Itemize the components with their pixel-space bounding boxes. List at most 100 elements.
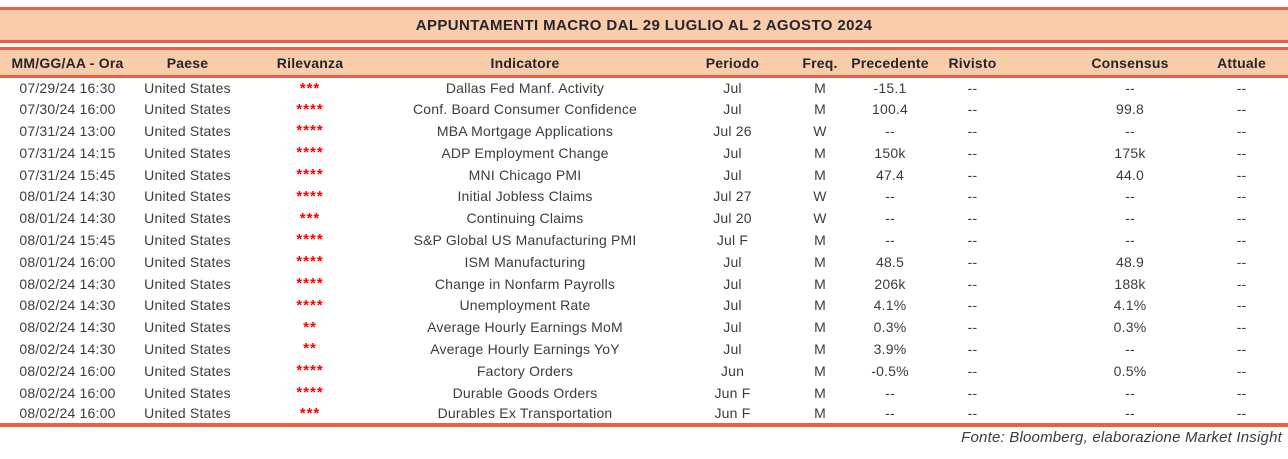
cell-period: Jul	[723, 80, 742, 97]
cell-actual: --	[1236, 362, 1247, 379]
spacer-cell	[1010, 77, 1065, 99]
cell-previous: --	[885, 384, 895, 401]
cell-actual: --	[1236, 144, 1247, 161]
cell-actual: --	[1236, 319, 1247, 336]
cell-revised: --	[967, 101, 978, 118]
table-row: 07/29/24 16:30 United States *** Dallas Fed…	[0, 77, 1288, 99]
cell-previous: 3.9%	[873, 340, 907, 357]
cell-previous: 47.4	[875, 166, 905, 183]
cell-consensus: 48.9	[1115, 253, 1145, 270]
cell-period: Jun F	[670, 403, 795, 428]
cell-freq: M	[814, 80, 826, 97]
table-row: 08/02/24 16:00 United States *** Durables E…	[0, 403, 1288, 428]
cell-date_time: 07/31/24 15:45	[19, 166, 116, 183]
cell-period: Jul	[723, 253, 742, 270]
cell-consensus: --	[1125, 231, 1135, 248]
cell-country: United States	[144, 253, 231, 270]
cell-freq: W	[813, 188, 827, 205]
cell-period: Jul	[723, 340, 742, 357]
cell-revised: --	[967, 210, 978, 227]
cell-previous: --	[845, 403, 935, 428]
column-header-relevance: Rilevanza	[240, 47, 380, 78]
cell-indicator: Conf. Board Consumer Confidence	[412, 101, 638, 118]
cell-consensus: 0.5%	[1113, 362, 1147, 379]
spacer	[0, 41, 1288, 49]
spacer-cell	[1010, 273, 1065, 295]
cell-relevance: ***	[299, 209, 321, 227]
cell-relevance: ****	[296, 144, 324, 162]
cell-relevance: ****	[296, 362, 324, 380]
table-body: 07/29/24 16:30 United States *** Dallas Fed…	[0, 77, 1288, 428]
cell-date_time: 08/02/24 16:00	[19, 362, 116, 379]
cell-date_time: 08/01/24 14:30	[19, 210, 116, 227]
cell-previous: 4.1%	[873, 297, 907, 314]
cell-consensus: 4.1%	[1113, 297, 1147, 314]
cell-actual: --	[1236, 166, 1247, 183]
cell-actual: --	[1236, 275, 1247, 292]
cell-freq: M	[814, 231, 826, 248]
cell-revised: --	[967, 231, 978, 248]
spacer-cell	[1010, 98, 1065, 120]
page-title: APPUNTAMENTI MACRO DAL 29 LUGLIO AL 2 AG…	[0, 7, 1288, 43]
cell-freq: M	[814, 275, 826, 292]
cell-revised: --	[967, 188, 978, 205]
cell-indicator: Continuing Claims	[466, 210, 584, 227]
cell-revised: --	[967, 144, 978, 161]
cell-indicator: Average Hourly Earnings YoY	[430, 340, 620, 357]
spacer-cell	[1010, 316, 1065, 338]
cell-revised: --	[967, 297, 978, 314]
cell-country: United States	[135, 403, 240, 428]
cell-relevance: ****	[296, 275, 324, 293]
cell-freq: M	[814, 384, 826, 401]
cell-consensus: --	[1125, 122, 1135, 139]
cell-actual: --	[1195, 403, 1288, 428]
cell-relevance: ****	[296, 187, 324, 205]
cell-indicator: Factory Orders	[476, 362, 574, 379]
table-row: 07/30/24 16:00 United States **** Conf. Boa…	[0, 98, 1288, 120]
column-header-previous: Precedente	[845, 47, 935, 78]
cell-period: Jul	[723, 297, 742, 314]
cell-indicator: Initial Jobless Claims	[457, 188, 593, 205]
cell-date_time: 08/02/24 16:00	[0, 403, 135, 428]
cell-indicator: Average Hourly Earnings MoM	[427, 319, 623, 336]
cell-revised: --	[967, 122, 978, 139]
table-row: 08/01/24 14:30 United States *** Continuing…	[0, 207, 1288, 229]
cell-consensus: --	[1125, 340, 1135, 357]
cell-date_time: 08/02/24 14:30	[19, 340, 116, 357]
cell-country: United States	[144, 188, 231, 205]
cell-previous: -15.1	[873, 80, 907, 97]
cell-period: Jul 26	[713, 122, 752, 139]
cell-freq: M	[814, 319, 826, 336]
cell-indicator: Change in Nonfarm Payrolls	[434, 275, 616, 292]
spacer-cell	[1010, 251, 1065, 273]
cell-actual: --	[1236, 297, 1247, 314]
cell-country: United States	[144, 231, 231, 248]
cell-revised: --	[935, 403, 1010, 428]
cell-indicator: S&P Global US Manufacturing PMI	[413, 231, 637, 248]
cell-period: Jun F	[714, 384, 751, 401]
cell-previous: -0.5%	[871, 362, 909, 379]
column-header-consensus: Consensus	[1065, 47, 1195, 78]
cell-indicator: MBA Mortgage Applications	[436, 122, 614, 139]
cell-freq: M	[814, 101, 826, 118]
cell-consensus: 0.3%	[1113, 319, 1147, 336]
column-header-revised: Rivisto	[935, 47, 1010, 78]
cell-relevance: ****	[296, 231, 324, 249]
cell-relevance: ****	[296, 384, 324, 402]
cell-date_time: 07/31/24 14:15	[19, 144, 116, 161]
column-header-date_time: MM/GG/AA - Ora	[0, 47, 135, 78]
cell-date_time: 07/31/24 13:00	[19, 122, 116, 139]
cell-country: United States	[144, 144, 231, 161]
cell-consensus: --	[1125, 210, 1135, 227]
cell-country: United States	[144, 210, 231, 227]
cell-relevance: ****	[296, 296, 324, 314]
column-header-period: Periodo	[670, 47, 795, 78]
cell-consensus: --	[1125, 80, 1135, 97]
column-header-actual: Attuale	[1195, 47, 1288, 78]
cell-relevance: **	[303, 318, 317, 336]
cell-date_time: 08/02/24 14:30	[19, 275, 116, 292]
cell-indicator: Unemployment Rate	[459, 297, 591, 314]
cell-period: Jul	[723, 101, 742, 118]
cell-revised: --	[967, 362, 978, 379]
cell-country: United States	[144, 101, 231, 118]
